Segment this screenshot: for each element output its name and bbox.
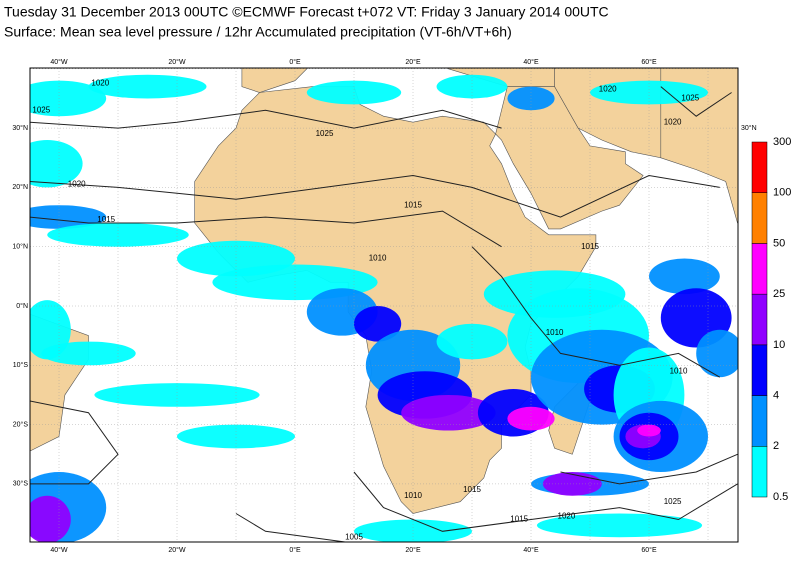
lon-label-bottom: 40°W [50,546,68,554]
lat-label: 10°N [12,243,28,251]
colorbar-label: 10 [773,339,785,351]
colorbar-segment [751,446,768,498]
isobar-label: 1010 [670,366,688,375]
colorbar-segment [751,243,768,295]
labels: 40°W 40°W 20°W 20°W 0°E 0°E 20°E 20°E 40°E 40°E 60… [12,58,791,554]
precip-area [30,139,83,188]
lon-label-bottom: 60°E [641,546,657,554]
isobars: 1020 1025 1025 1020 1020 1015 1015 1010 1010 1015… [30,79,738,542]
lon-label-top: 60°E [641,58,657,66]
lat-label: 10°S [13,361,29,369]
lon-label-bottom: 0°E [289,546,301,554]
subtitle: Surface: Mean sea level pressure / 12hr … [4,24,512,40]
colorbar-segment [751,395,768,447]
precip-area [649,258,720,295]
colorbar-segment [751,141,768,193]
colorbar-label: 25 [773,288,785,300]
precip-area [47,222,189,247]
lon-label-bottom: 20°E [405,546,421,554]
precip-area [696,329,738,378]
precip-area [30,80,107,117]
isobar-label: 1025 [681,94,699,103]
colorbar-label: 50 [773,237,785,249]
lat-label: 0°N [16,302,28,310]
precip-area [177,424,295,449]
lat-label-right: 30°N [741,124,757,132]
isobar-label: 1015 [404,200,422,209]
lat-label: 30°N [12,124,28,132]
title: Tuesday 31 December 2013 00UTC ©ECMWF Fo… [4,4,609,20]
colorbar-segment [751,192,768,244]
lon-label-bottom: 20°W [168,546,186,554]
precip-area [401,394,496,431]
lon-label-top: 40°E [523,58,539,66]
lon-label-top: 40°W [50,58,68,66]
isobar-label: 1020 [664,117,682,126]
colorbar-segment [751,293,768,346]
colorbar-label: 300 [773,136,791,148]
lat-label: 30°S [13,480,29,488]
colorbar-label: 2 [773,440,779,452]
lon-label-bottom: 40°E [523,546,539,554]
isobar-label: 1015 [581,242,599,251]
isobar [30,174,720,218]
precip-area [41,341,136,366]
isobar [30,210,502,248]
isobar-label: 1015 [463,485,481,494]
lat-label: 20°S [13,420,29,428]
lon-label-top: 20°E [405,58,421,66]
isobar-label: 1025 [32,105,50,114]
precip-area [30,495,71,542]
graticule [30,68,738,542]
precip-area [354,306,402,342]
isobar-label: 1005 [345,532,363,541]
precip-area [637,424,661,437]
isobar [660,86,732,117]
isobar-label: 1020 [68,180,86,189]
isobar-label: 1025 [664,497,682,506]
precip-area [542,472,602,496]
colorbar-segment [751,344,768,396]
colorbar-label: 0.5 [773,491,788,503]
isobar-label: 1015 [97,215,115,224]
isobar [30,109,502,129]
land-area [660,68,738,224]
isobar-label: 1020 [558,512,576,521]
isobar-label: 1010 [369,254,387,263]
lon-label-top: 0°E [289,58,301,66]
isobar [353,471,738,532]
map-frame [29,67,739,543]
isobar-label: 1010 [546,328,564,337]
isobar [235,513,349,542]
colorbar-label: 100 [773,187,791,199]
lat-label: 20°N [12,183,28,191]
land-area [241,68,309,93]
precip-area [536,513,703,538]
isobar [471,246,721,378]
isobar-label: 1010 [404,491,422,500]
isobar-label: 1020 [599,85,617,94]
isobar [560,453,738,485]
precip-area [94,383,260,407]
isobar [30,400,119,485]
colorbar-label: 4 [773,389,779,401]
isobar-label: 1015 [510,515,528,524]
isobar-label: 1020 [91,79,109,88]
isobar-label: 1025 [316,129,334,138]
lon-label-top: 20°W [168,58,186,66]
